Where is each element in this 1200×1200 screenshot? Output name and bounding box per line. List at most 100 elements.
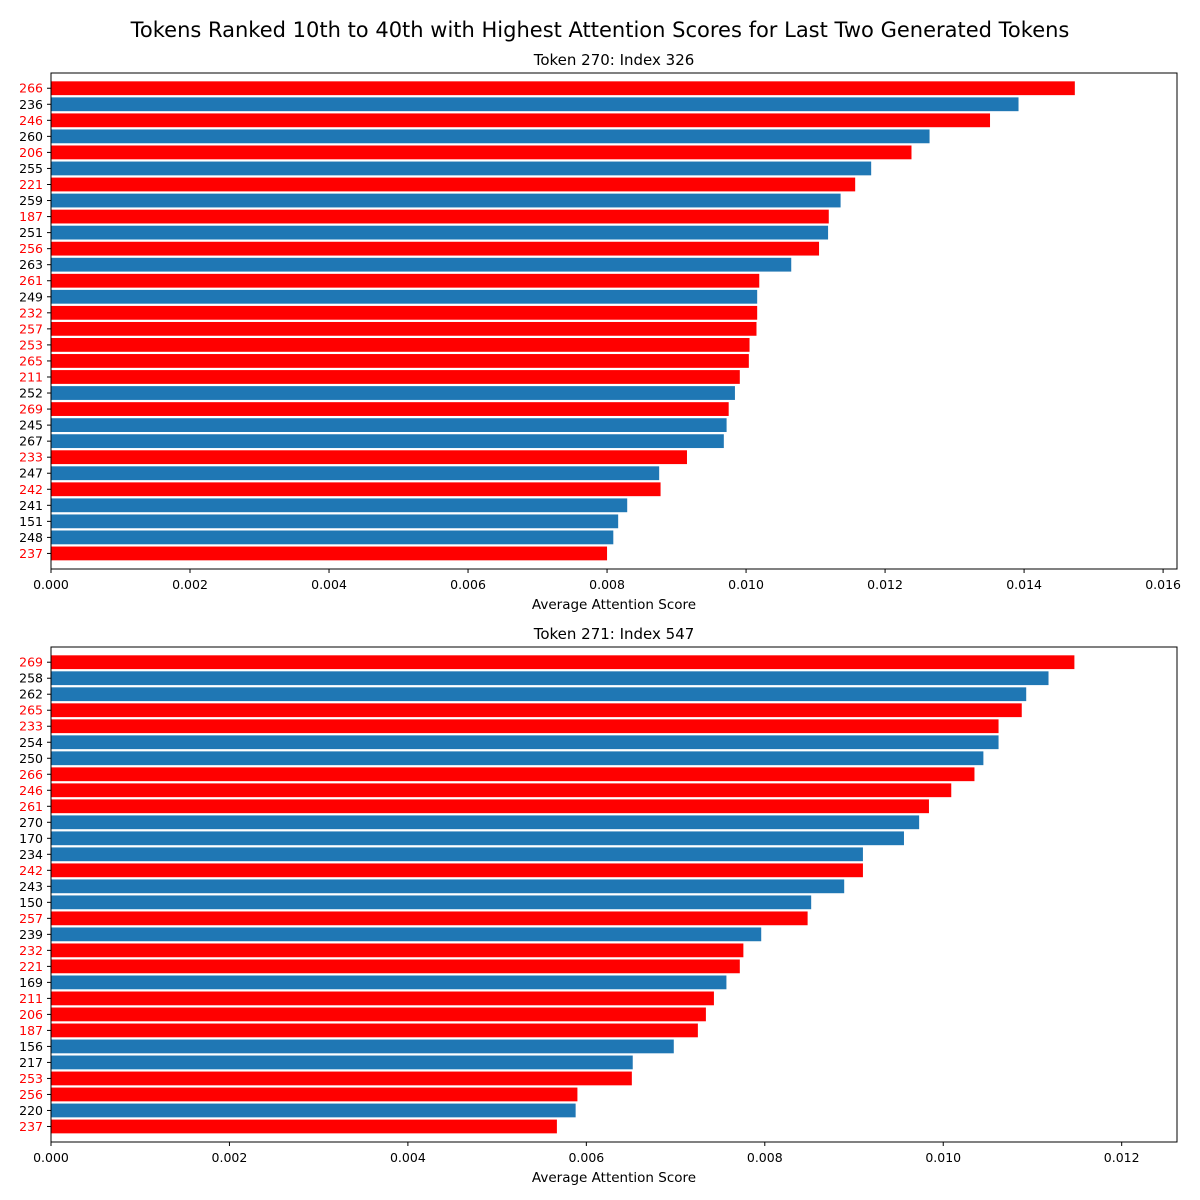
y-tick-label: 236 [19, 97, 43, 112]
bar [51, 161, 872, 176]
bar [51, 177, 856, 192]
bar [51, 959, 740, 974]
bar [51, 863, 863, 878]
y-tick-label: 251 [19, 225, 43, 240]
bar [51, 719, 999, 734]
bar [51, 482, 661, 497]
bar [51, 546, 608, 561]
x-tick-label: 0.008 [589, 577, 625, 592]
y-tick-label: 249 [19, 289, 43, 304]
bar [51, 1087, 578, 1102]
y-tick-label: 217 [19, 1055, 43, 1070]
bar [51, 386, 735, 400]
y-tick-label: 250 [19, 751, 43, 766]
y-tick-label: 170 [19, 831, 43, 846]
y-tick-label: 262 [19, 687, 43, 702]
y-tick-label: 151 [19, 514, 43, 529]
x-tick-label: 0.010 [728, 577, 764, 592]
y-tick-label: 232 [19, 305, 43, 320]
bar [51, 450, 687, 465]
bar [51, 831, 904, 846]
bar [51, 991, 714, 1006]
y-tick-label: 261 [19, 799, 43, 814]
bar [51, 783, 952, 798]
y-tick-label: 220 [19, 1103, 43, 1118]
bar [51, 799, 929, 814]
bar [51, 735, 999, 750]
x-tick-label: 0.004 [390, 1150, 426, 1165]
bar [51, 81, 1075, 96]
bar [51, 434, 724, 449]
bar [51, 209, 829, 224]
y-tick-label: 242 [19, 863, 43, 878]
y-tick-label: 261 [19, 273, 43, 288]
bar [51, 1055, 633, 1070]
y-tick-label: 257 [19, 321, 43, 336]
y-tick-label: 267 [19, 434, 43, 449]
bar [51, 370, 740, 384]
y-tick-label: 206 [19, 1007, 43, 1022]
bar [51, 1007, 706, 1022]
bar [51, 305, 758, 320]
x-tick-label: 0.002 [212, 1150, 248, 1165]
y-tick-label: 221 [19, 959, 43, 974]
x-tick-label: 0.012 [867, 577, 903, 592]
bar [51, 703, 1022, 718]
y-tick-label: 221 [19, 177, 43, 192]
y-tick-label: 243 [19, 879, 43, 894]
y-tick-label: 242 [19, 482, 43, 497]
bar [51, 767, 975, 782]
subplot-title: Token 271: Index 547 [533, 625, 695, 643]
y-tick-label: 263 [19, 257, 43, 272]
bar [51, 687, 1027, 702]
bar [51, 911, 808, 926]
bar [51, 1119, 557, 1134]
plot-frame [50, 646, 1178, 1143]
bar [51, 113, 991, 128]
y-tick-label: 255 [19, 161, 43, 176]
y-tick-label: 252 [19, 386, 43, 401]
x-tick-label: 0.004 [311, 577, 347, 592]
y-tick-label: 253 [19, 337, 43, 352]
y-tick-label: 246 [19, 113, 43, 128]
x-tick-label: 0.000 [33, 577, 69, 592]
y-tick-label: 234 [19, 847, 43, 862]
y-tick-label: 259 [19, 193, 43, 208]
y-tick-label: 247 [19, 466, 43, 481]
y-tick-label: 237 [19, 546, 43, 561]
y-tick-label: 258 [19, 671, 43, 686]
y-tick-label: 246 [19, 783, 43, 798]
y-tick-label: 254 [19, 735, 43, 750]
y-tick-label: 206 [19, 145, 43, 160]
y-tick-label: 269 [19, 655, 43, 670]
chart-panel-2: Token 271: Index 54726925826226523325425… [19, 625, 1178, 1186]
bar [51, 402, 729, 416]
bar [51, 1023, 698, 1038]
bar [51, 943, 744, 958]
bar [51, 1071, 632, 1086]
bar [51, 354, 749, 368]
y-tick-label: 187 [19, 1023, 43, 1038]
x-tick-label: 0.012 [1104, 1150, 1140, 1165]
bar [51, 193, 841, 208]
bar [51, 129, 930, 144]
x-tick-label: 0.016 [1145, 577, 1181, 592]
x-tick-label: 0.002 [172, 577, 208, 592]
y-tick-label: 265 [19, 703, 43, 718]
y-tick-label: 150 [19, 895, 43, 910]
y-tick-label: 241 [19, 498, 43, 513]
y-tick-label: 256 [19, 1087, 43, 1102]
x-axis-label: Average Attention Score [532, 597, 696, 613]
plot-frame [50, 72, 1178, 570]
y-tick-label: 211 [19, 991, 43, 1006]
bar [51, 145, 912, 160]
y-tick-label: 187 [19, 209, 43, 224]
y-tick-label: 260 [19, 129, 43, 144]
bar [51, 338, 750, 352]
bar [51, 241, 820, 256]
x-tick-label: 0.006 [568, 1150, 604, 1165]
x-tick-label: 0.008 [747, 1150, 783, 1165]
bar [51, 273, 760, 288]
x-tick-label: 0.000 [33, 1150, 69, 1165]
